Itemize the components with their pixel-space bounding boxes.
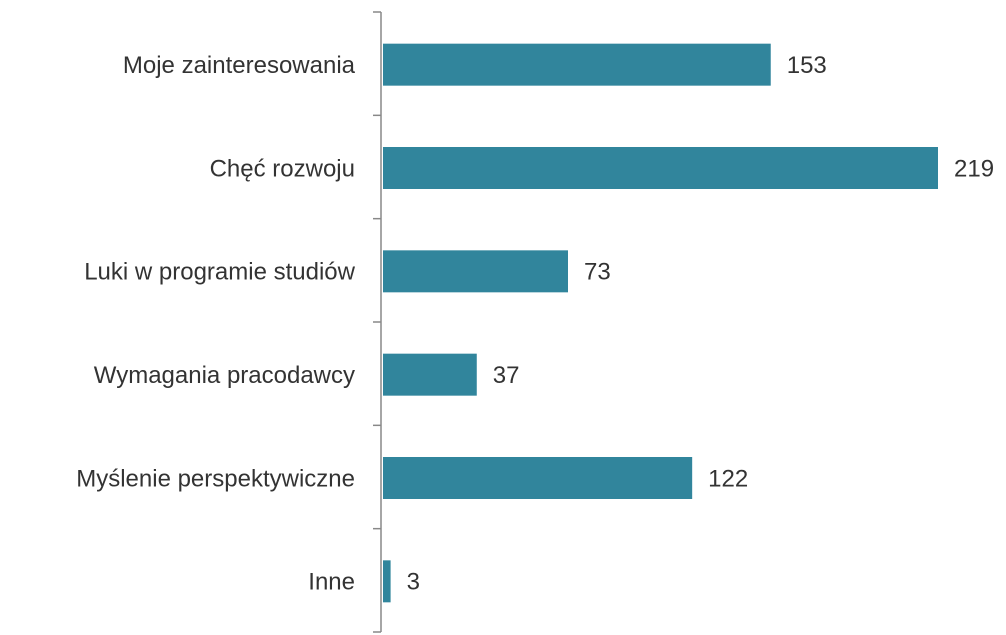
bar <box>383 250 568 293</box>
category-label: Chęć rozwoju <box>210 155 355 182</box>
bar <box>383 43 771 86</box>
category-label: Luki w programie studiów <box>84 259 355 286</box>
category-label: Myślenie perspektywiczne <box>76 465 355 492</box>
data-label: 37 <box>493 362 520 389</box>
category-label: Moje zainteresowania <box>123 52 356 79</box>
bar <box>383 560 391 603</box>
data-label: 219 <box>954 155 994 182</box>
category-label: Wymagania pracodawcy <box>94 362 355 389</box>
bar <box>383 353 477 396</box>
bar <box>383 457 693 499</box>
data-label: 3 <box>407 569 420 596</box>
data-label: 153 <box>787 52 827 79</box>
bar <box>383 147 938 189</box>
data-label: 122 <box>708 465 748 492</box>
data-label: 73 <box>584 259 611 286</box>
category-label: Inne <box>308 569 355 596</box>
